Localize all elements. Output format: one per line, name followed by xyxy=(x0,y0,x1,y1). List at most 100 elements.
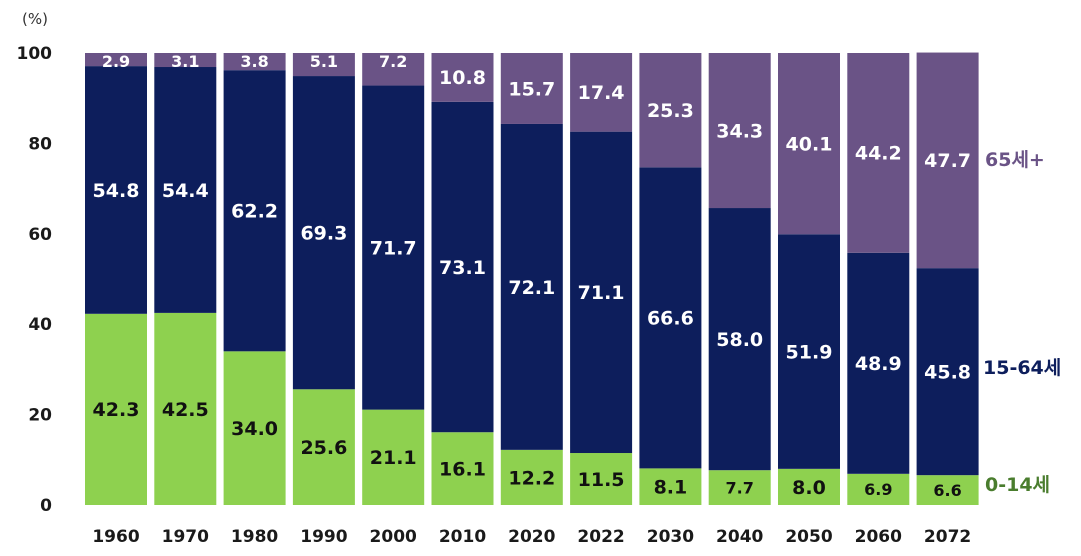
data-label: 16.1 xyxy=(439,458,486,480)
x-tick-label: 1980 xyxy=(231,527,278,547)
bar-segment xyxy=(362,53,425,86)
legend-label-0-14: 0-14세 xyxy=(985,474,1050,496)
data-label: 54.8 xyxy=(93,180,140,202)
bar-segment xyxy=(916,475,979,505)
data-label: 40.1 xyxy=(786,133,833,155)
bar-segment xyxy=(778,234,840,469)
x-tick-label: 2050 xyxy=(785,527,832,547)
data-label: 71.1 xyxy=(578,282,625,304)
bar-segment xyxy=(223,53,286,71)
bar-segment xyxy=(570,53,633,132)
x-tick-label: 2040 xyxy=(716,527,763,547)
bar-segment xyxy=(639,53,702,168)
data-label: 21.1 xyxy=(370,447,417,469)
data-label: 6.9 xyxy=(864,480,892,499)
data-label: 7.7 xyxy=(726,478,754,497)
bar-segment xyxy=(639,167,702,469)
x-tick-label: 2072 xyxy=(924,527,971,547)
y-axis-ticks: 0 20 40 60 80 100 xyxy=(17,44,53,516)
x-tick-label: 2000 xyxy=(370,527,417,547)
bar-segment xyxy=(362,409,425,505)
y-tick-label: 20 xyxy=(28,406,52,426)
legend-label-15-64: 15-64세 xyxy=(983,357,1061,379)
bar-segment xyxy=(85,53,147,67)
bar-segment xyxy=(570,453,633,505)
x-axis-labels: 1960 1970 1980 1990 2000 2010 2020 2022 2030 2040… xyxy=(92,527,971,547)
y-tick-label: 100 xyxy=(17,44,53,64)
bar-segment xyxy=(639,468,702,505)
y-tick-label: 40 xyxy=(28,315,52,335)
bar-segment xyxy=(778,468,840,505)
data-label: 3.8 xyxy=(240,52,268,71)
data-label: 69.3 xyxy=(300,223,347,245)
bar-segment xyxy=(500,449,563,505)
bar-segment xyxy=(500,123,563,450)
bar-segment xyxy=(708,53,771,209)
bar-segment xyxy=(154,67,217,313)
data-label: 42.3 xyxy=(93,399,140,421)
data-label: 17.4 xyxy=(578,82,625,104)
bar-segment xyxy=(85,313,147,505)
x-tick-label: 1970 xyxy=(162,527,209,547)
data-label: 62.2 xyxy=(231,201,278,223)
data-label: 8.0 xyxy=(792,477,826,499)
bars: 42.3 54.8 2.9 42.5 54.4 3.1 34.0 62.2 3.8 25.6 69.… xyxy=(85,52,979,505)
data-label: 66.6 xyxy=(647,308,694,330)
x-tick-label: 2060 xyxy=(855,527,902,547)
bar-segment xyxy=(916,52,979,269)
data-label: 7.2 xyxy=(379,52,407,71)
data-label: 73.1 xyxy=(439,257,486,279)
data-label: 10.8 xyxy=(439,67,486,89)
data-label: 47.7 xyxy=(924,150,971,172)
bar-segment xyxy=(154,53,217,68)
x-tick-label: 1990 xyxy=(300,527,347,547)
bar-segment xyxy=(223,70,286,352)
bar-segment xyxy=(847,53,910,253)
data-label: 8.1 xyxy=(654,477,688,499)
bar-segment xyxy=(916,268,979,476)
data-label: 2.9 xyxy=(102,52,130,71)
data-label: 34.3 xyxy=(716,120,763,142)
y-unit-label: (%) xyxy=(22,10,48,28)
bar-segment xyxy=(154,312,217,505)
data-label: 54.4 xyxy=(162,180,209,202)
data-label: 25.6 xyxy=(300,437,347,459)
y-tick-label: 60 xyxy=(28,225,52,245)
data-label: 12.2 xyxy=(508,467,555,489)
bar-segment xyxy=(362,85,425,410)
data-label: 48.9 xyxy=(855,353,902,375)
bar-segment xyxy=(431,101,494,433)
bar-segment xyxy=(431,53,494,102)
data-label: 45.8 xyxy=(924,362,971,384)
bar-segment xyxy=(847,252,910,474)
legend-label-65-plus: 65세+ xyxy=(985,149,1045,171)
x-tick-label: 2020 xyxy=(508,527,555,547)
y-tick-label: 80 xyxy=(28,134,52,154)
bar-segment xyxy=(223,351,286,505)
x-tick-label: 2030 xyxy=(647,527,694,547)
data-label: 15.7 xyxy=(508,78,555,100)
data-label: 25.3 xyxy=(647,100,694,122)
data-label: 51.9 xyxy=(786,341,833,363)
bar-segment xyxy=(431,432,494,505)
data-label: 72.1 xyxy=(508,277,555,299)
data-label: 6.6 xyxy=(933,481,961,500)
bar-segment xyxy=(292,53,355,77)
bar-segment xyxy=(85,66,147,314)
data-label: 11.5 xyxy=(578,469,625,491)
y-tick-label: 0 xyxy=(40,496,52,516)
bar-segment xyxy=(500,53,563,124)
bar-segment xyxy=(570,131,633,454)
data-label: 71.7 xyxy=(370,237,417,259)
data-label: 5.1 xyxy=(310,52,338,71)
bar-segment xyxy=(708,208,771,471)
bar-segment xyxy=(292,389,355,505)
bar-segment xyxy=(847,473,910,505)
data-label: 44.2 xyxy=(855,143,902,165)
x-tick-label: 1960 xyxy=(92,527,139,547)
bar-segment xyxy=(778,53,840,235)
legend: 65세+ 15-64세 0-14세 xyxy=(983,149,1061,496)
data-label: 3.1 xyxy=(171,52,199,71)
x-tick-label: 2010 xyxy=(439,527,486,547)
